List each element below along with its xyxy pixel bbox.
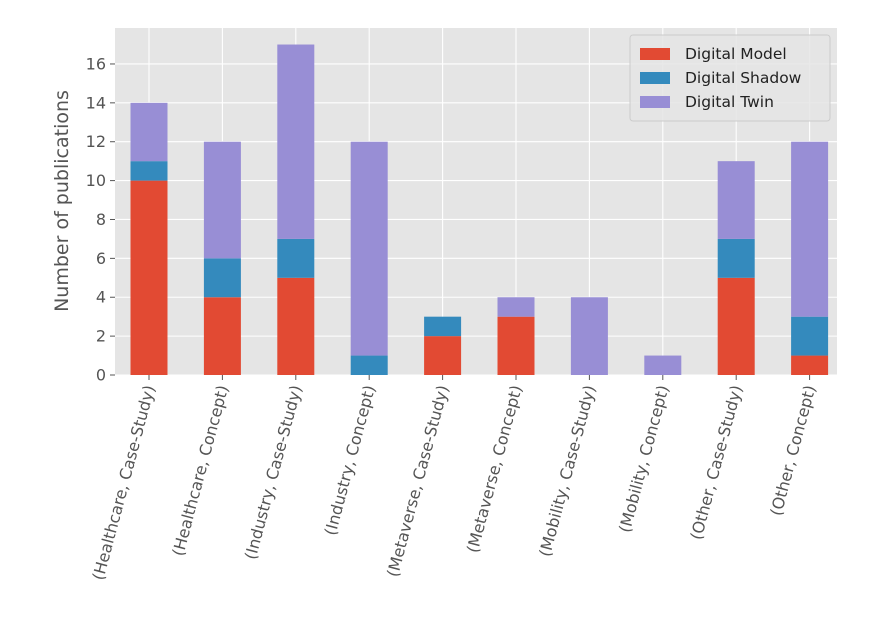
y-tick-label: 8 [96, 210, 106, 229]
x-tick-label: (Mobility, Case-Study) [535, 383, 599, 559]
bar-digital-shadow [424, 316, 462, 337]
bar-digital-shadow [350, 355, 388, 375]
bar-digital-shadow [203, 258, 241, 298]
legend-label: Digital Twin [685, 93, 774, 111]
bar-digital-shadow [277, 238, 315, 278]
x-tick-label: (Other, Case-Study) [687, 383, 747, 542]
y-axis-ticks: 0 2 4 6 8 10 12 14 16 [86, 54, 115, 385]
legend-box [629, 34, 831, 122]
x-tick-label: (Industry, Concept) [321, 383, 379, 537]
bar-digital-twin [277, 44, 315, 239]
bar-digital-twin [497, 297, 535, 317]
y-tick-label: 6 [96, 249, 106, 268]
x-tick-label: (Other, Concept) [766, 383, 819, 518]
y-tick-label: 4 [96, 288, 106, 307]
bar-digital-model [424, 336, 462, 375]
y-tick-label: 2 [96, 327, 106, 346]
bar-digital-model [497, 316, 535, 375]
bars [130, 44, 829, 375]
x-tick-label: (Healthcare, Case-Study) [88, 383, 158, 582]
bar-digital-model [277, 277, 315, 375]
legend-label: Digital Shadow [685, 69, 802, 87]
bar-digital-twin [570, 297, 608, 375]
bar-digital-shadow [130, 161, 168, 181]
bar-digital-model [791, 355, 829, 375]
x-tick-label: (Industry, Case-Study) [241, 383, 306, 561]
bar-digital-twin [644, 355, 682, 375]
bar-digital-twin [350, 141, 388, 356]
y-axis-label: Number of publications [51, 90, 73, 312]
bar-digital-model [203, 297, 241, 375]
bar-digital-twin [791, 141, 829, 317]
legend: Digital Model Digital Shadow Digital Twin [629, 34, 831, 122]
bar-digital-model [130, 180, 168, 375]
x-tick-label: (Healthcare, Concept) [168, 383, 232, 558]
bar-digital-twin [717, 161, 755, 239]
bar-digital-shadow [791, 316, 829, 356]
x-tick-label: (Metaverse, Case-Study) [383, 383, 452, 579]
y-tick-label: 16 [86, 54, 106, 73]
legend-swatch [640, 72, 670, 84]
y-tick-label: 14 [86, 93, 106, 112]
legend-swatch [640, 96, 670, 108]
bar-digital-shadow [717, 238, 755, 278]
x-tick-label: (Mobility, Concept) [615, 383, 673, 534]
bar-digital-twin [130, 102, 168, 162]
bar-digital-twin [203, 141, 241, 259]
y-tick-label: 12 [86, 132, 106, 151]
x-axis-ticks: (Healthcare, Case-Study) (Healthcare, Con… [88, 375, 819, 582]
legend-swatch [640, 48, 670, 60]
bar-digital-model [717, 277, 755, 375]
y-tick-label: 0 [96, 366, 106, 385]
y-tick-label: 10 [86, 171, 106, 190]
legend-label: Digital Model [685, 45, 787, 63]
x-tick-label: (Metaverse, Concept) [463, 383, 526, 555]
